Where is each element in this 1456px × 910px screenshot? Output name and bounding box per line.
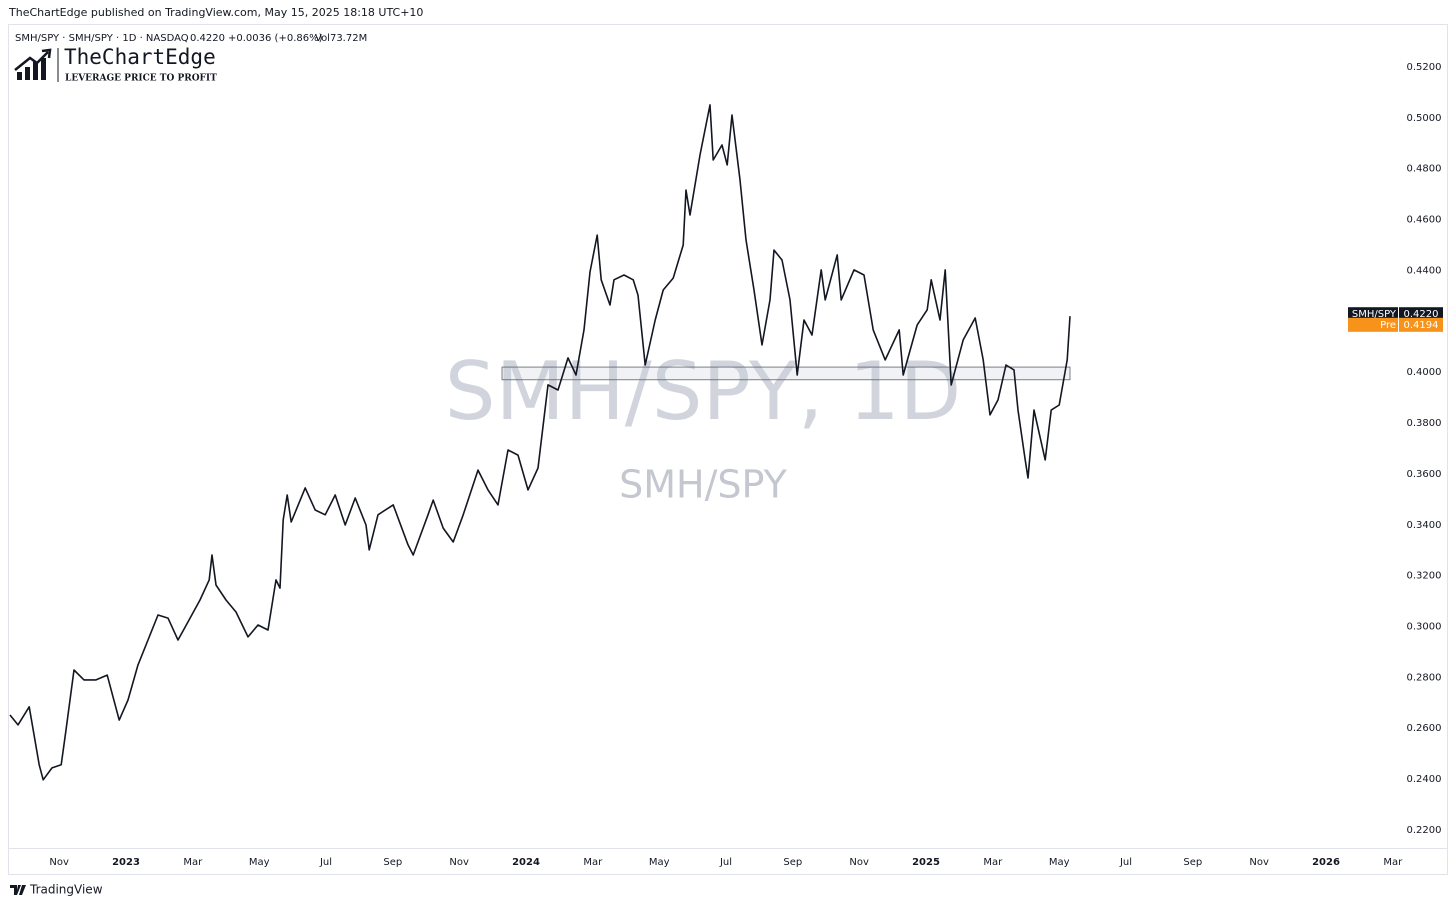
y-tick-label: 0.4600	[1407, 215, 1442, 226]
support-zone	[501, 366, 1071, 381]
price-label-name-box	[1348, 317, 1398, 332]
price-label: SMH/SPY 0.4220	[1348, 307, 1443, 322]
y-tick-label: 0.5200	[1407, 62, 1442, 73]
published-note: TheChartEdge published on TradingView.co…	[8, 6, 423, 19]
y-tick-label: 0.2800	[1407, 672, 1442, 683]
y-tick-label: 0.4000	[1407, 367, 1442, 378]
x-tick-label: Sep	[383, 857, 402, 868]
legend-symbol: SMH/SPY · SMH/SPY · 1D · NASDAQ	[15, 33, 189, 44]
footer-brand: TradingView	[29, 883, 103, 897]
y-tick-label: 0.3800	[1407, 418, 1442, 429]
logo-bar	[25, 67, 30, 80]
x-tick-label: Sep	[1183, 857, 1202, 868]
x-tick-label: Nov	[1249, 857, 1269, 868]
logo-bar	[17, 72, 22, 80]
x-tick-label: Nov	[49, 857, 69, 868]
y-tick-label: 0.4800	[1407, 164, 1442, 175]
watermark-title: SMH/SPY, 1D	[445, 345, 961, 438]
x-tick-label: Jul	[1119, 857, 1132, 868]
x-tick-label: Jul	[719, 857, 732, 868]
y-tick-label: 0.2200	[1407, 825, 1442, 836]
legend-volume: Vol73.72M	[315, 33, 367, 44]
price-label: Pre 0.4194	[1348, 317, 1443, 332]
price-label-value: 0.4194	[1404, 320, 1439, 331]
x-tick-label: Sep	[783, 857, 802, 868]
x-tick-label: May	[1049, 857, 1070, 868]
x-tick-label: Mar	[1383, 857, 1403, 868]
logo-name: TheChartEdge	[64, 45, 216, 69]
x-tick-label: Nov	[849, 857, 869, 868]
x-tick-label: 2026	[1312, 857, 1340, 868]
x-tick-label: Mar	[183, 857, 203, 868]
y-tick-label: 0.3600	[1407, 469, 1442, 480]
legend-last: 0.4220	[190, 33, 225, 44]
x-tick-label: Jul	[319, 857, 332, 868]
logo-bar	[41, 58, 46, 80]
price-line	[9, 104, 1071, 781]
x-tick-label: Mar	[583, 857, 603, 868]
footer-logo	[10, 885, 26, 895]
x-tick-label: Mar	[983, 857, 1003, 868]
price-label-name: SMH/SPY	[1352, 309, 1397, 320]
logo: TheChartEdge LEVERAGE PRICE TO PROFIT	[14, 45, 217, 84]
price-label-value: 0.4220	[1404, 309, 1439, 320]
x-tick-label: 2024	[512, 857, 540, 868]
y-tick-label: 0.3000	[1407, 621, 1442, 632]
y-tick-label: 0.2400	[1407, 774, 1442, 785]
x-tick-label: Nov	[449, 857, 469, 868]
x-tick-label: 2023	[112, 857, 140, 868]
legend-change: +0.0036 (+0.86%)	[228, 33, 323, 44]
logo-bar	[33, 62, 38, 80]
watermark-subtitle: SMH/SPY	[619, 463, 787, 507]
logo-arrow	[14, 48, 52, 71]
price-label-box	[1399, 317, 1443, 332]
legend: SMH/SPY · SMH/SPY · 1D · NASDAQ 0.4220 +…	[15, 33, 367, 44]
x-tick-label: 2025	[912, 857, 940, 868]
x-tick-label: May	[649, 857, 670, 868]
y-tick-label: 0.3200	[1407, 571, 1442, 582]
y-tick-label: 0.4400	[1407, 265, 1442, 276]
x-tick-label: May	[249, 857, 270, 868]
price-label-box	[1399, 307, 1443, 322]
y-tick-label: 0.2600	[1407, 723, 1442, 734]
y-tick-label: 0.5000	[1407, 113, 1442, 124]
chart-frame	[8, 24, 1448, 875]
logo-tagline: LEVERAGE PRICE TO PROFIT	[65, 74, 217, 84]
footer: TradingView	[10, 883, 103, 897]
price-label-name: Pre	[1380, 320, 1396, 331]
y-tick-label: 0.3400	[1407, 520, 1442, 531]
price-label-name-box	[1348, 307, 1398, 322]
